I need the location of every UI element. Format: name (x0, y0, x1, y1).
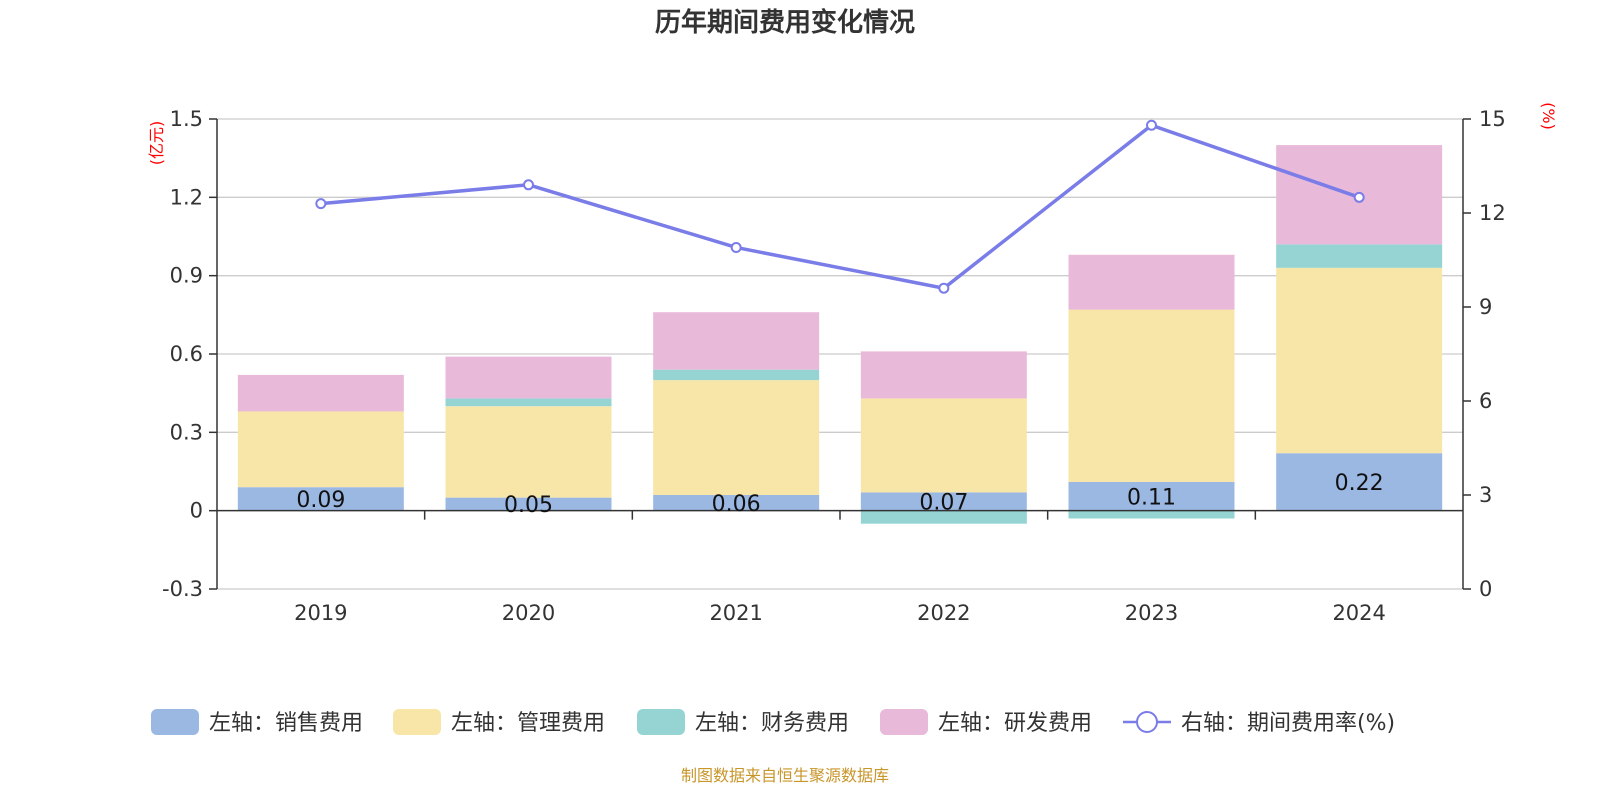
left-axis-tick-label: 1.2 (170, 185, 203, 209)
bar-series1-2020 (445, 406, 612, 498)
right-axis-tick-label: 0 (1479, 577, 1492, 601)
bar-series0-2019 (237, 487, 404, 511)
rate-point-2022 (938, 282, 950, 294)
bar-series2-2023 (1068, 510, 1235, 519)
legend-label-1: 左轴：管理费用 (451, 711, 605, 736)
legend-label-3: 左轴：研发费用 (938, 711, 1092, 736)
rate-point-2019 (315, 198, 327, 210)
x-axis-tick-label: 2023 (1125, 601, 1178, 625)
right-axis-tick-label: 6 (1479, 389, 1492, 413)
right-axis-tick-label: 12 (1479, 201, 1506, 225)
bar-series2-2021 (653, 369, 820, 381)
legend-circle-marker (1136, 711, 1158, 733)
left-axis-tick-label: 0.9 (170, 264, 203, 288)
grid-lines (217, 118, 1463, 590)
bar-labels: 0.09 0.05 0.06 0.07 0.11 0.22 (296, 471, 1383, 518)
bar-series3-2023 (1068, 254, 1235, 310)
x-axis-tick-label: 2021 (709, 601, 762, 625)
bar-series0-2023 (1068, 481, 1235, 511)
right-axis-unit: (%) (1539, 102, 1558, 130)
left-axis-tick-label: 0 (190, 499, 203, 523)
x-axis-tick-label: 2024 (1332, 601, 1385, 625)
chart-title: 历年期间费用变化情况 (655, 7, 915, 38)
bar-data-label: 0.05 (504, 493, 553, 518)
left-axis-tick-label: -0.3 (162, 577, 203, 601)
bar-series0-2020 (445, 497, 612, 511)
bar-series3-2022 (860, 351, 1027, 399)
x-axis-tick-label: 2022 (917, 601, 970, 625)
rate-line (315, 119, 1365, 294)
bar-data-label: 0.22 (1335, 471, 1384, 496)
legend-swatch-1 (393, 709, 441, 735)
bar-series1-2023 (1068, 309, 1235, 482)
rate-point-2020 (523, 179, 534, 191)
left-axis-unit: (亿元) (147, 121, 166, 166)
legend-swatch-2 (637, 709, 685, 735)
rate-line-path (320, 123, 1360, 291)
right-axis-tick-label: 15 (1479, 107, 1506, 131)
bar-series3-2020 (445, 356, 612, 399)
bars (237, 145, 1443, 524)
x-axis-tick-label: 2020 (502, 601, 555, 625)
rate-point-2023 (1146, 119, 1157, 131)
source-note: 制图数据来自恒生聚源数据库 (681, 766, 889, 785)
bar-series1-2024 (1276, 267, 1443, 454)
bar-series2-2022 (860, 510, 1027, 524)
bar-series0-2022 (860, 492, 1027, 511)
bar-data-label: 0.07 (919, 491, 968, 516)
rate-point-2021 (730, 241, 742, 253)
legend-swatch-3 (880, 709, 928, 735)
legend: 左轴：销售费用 左轴：管理费用 左轴：财务费用 左轴：研发费用 右轴：期间费用率(%) (151, 709, 1395, 736)
legend-label-4: 右轴：期间费用率(%) (1181, 711, 1395, 736)
bar-data-label: 0.11 (1127, 485, 1176, 510)
left-axis-tick-label: 0.6 (170, 342, 203, 366)
bar-series2-2024 (1276, 244, 1443, 268)
bar-series1-2021 (653, 380, 820, 495)
bar-data-label: 0.09 (296, 488, 345, 513)
right-axis-tick-label: 3 (1479, 483, 1492, 507)
bar-series1-2019 (237, 411, 404, 488)
right-axis-tick-label: 9 (1479, 295, 1492, 319)
left-axis-tick-label: 0.3 (170, 420, 203, 444)
bar-data-label: 0.06 (712, 492, 761, 517)
axes: -0.3 0 0.3 0.6 0.9 1.2 1.5 0 3 6 9 12 15 2019 2020 2021… (162, 107, 1506, 625)
bar-series1-2022 (860, 398, 1027, 493)
legend-swatch-0 (151, 709, 199, 735)
left-axis-tick-label: 1.5 (170, 107, 203, 131)
bar-series0-2024 (1276, 453, 1443, 511)
bar-series2-2020 (445, 398, 612, 407)
bar-series3-2021 (653, 312, 820, 370)
rate-point-2024 (1353, 191, 1365, 203)
legend-label-0: 左轴：销售费用 (209, 711, 363, 736)
bar-series0-2021 (653, 495, 820, 511)
x-axis-tick-label: 2019 (294, 601, 347, 625)
bar-series3-2019 (237, 374, 404, 412)
legend-label-2: 左轴：财务费用 (695, 711, 849, 736)
